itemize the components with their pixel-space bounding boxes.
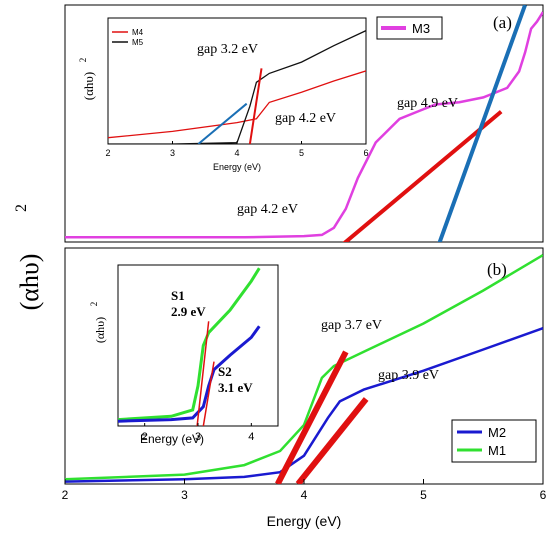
- panel-b-label: (b): [487, 260, 507, 279]
- inset-a-y-axis-label-sup: 2: [78, 58, 88, 63]
- legend-label-m1: M1: [488, 443, 506, 458]
- inset-a: 2 3 4 5 6 Energy (eV) (αhυ) 2 M4 M5 gap 3.2 …: [78, 17, 369, 172]
- series-line-m4: [108, 70, 366, 139]
- inset-b-fit-line-1: [196, 321, 210, 426]
- inset-a-tick-label-4: 4: [234, 148, 239, 158]
- panel-a-series: [65, 5, 543, 242]
- inset-a-series: [108, 30, 366, 144]
- inset-a-fit-line-2: [197, 102, 248, 144]
- inset-b-annotation-s1-value: 2.9 eV: [171, 304, 206, 319]
- series-line-s2: [118, 325, 261, 423]
- panel-b-tick-label-2: 2: [62, 488, 69, 502]
- inset-a-annotation-2: gap 4.2 eV: [275, 111, 336, 126]
- annotation-gap-b-2: gap 3.9 eV: [378, 368, 439, 383]
- panel-a-fit-line-2: [437, 5, 527, 242]
- panel-b-legend: M2 M1: [451, 419, 537, 463]
- inset-a-x-axis-label: Energy (eV): [213, 162, 261, 172]
- inset-a-tick-label-2: 2: [105, 148, 110, 158]
- panel-a-fit-line-1: [342, 110, 503, 242]
- panel-a-frame: [64, 4, 544, 243]
- inset-a-tick-label-3: 3: [170, 148, 175, 158]
- legend-label-m2: M2: [488, 425, 506, 440]
- inset-a-fit-line-1: [248, 68, 263, 144]
- inset-b-fit-line-2: [202, 361, 215, 426]
- inset-b-series: [118, 267, 261, 426]
- inset-b: 2 3 4 Energy (eV) (αhυ) 2 S1 2.9 eV S2 3.1…: [89, 264, 279, 446]
- inset-b-y-axis-label-sup: 2: [89, 302, 99, 307]
- series-line-m3: [65, 11, 543, 239]
- inset-b-ticks: 2 3 4: [142, 423, 254, 443]
- inset-b-tick-label-2: 2: [142, 431, 148, 443]
- panel-a-legend: M3: [376, 16, 443, 40]
- inset-b-x-axis-label: Energy (eV): [140, 432, 204, 446]
- series-line-s1: [118, 267, 261, 422]
- x-axis-label: Energy (eV): [267, 513, 342, 529]
- panel-b-tick-label-6: 6: [540, 488, 547, 502]
- inset-a-legend: M4 M5: [112, 28, 144, 47]
- inset-b-annotation-s2-value: 3.1 eV: [218, 380, 253, 395]
- annotation-gap-b-1: gap 3.7 eV: [321, 318, 382, 333]
- panel-b-tick-label-5: 5: [420, 488, 427, 502]
- panel-b-tick-label-3: 3: [181, 488, 188, 502]
- annotation-gap-a-1: gap 4.2 eV: [237, 202, 298, 217]
- inset-b-tick-label-3: 3: [195, 431, 201, 443]
- panel-b-x-ticks: 2 3 4 5 6: [62, 479, 547, 502]
- panel-b-fit-line-1: [275, 350, 349, 484]
- inset-b-frame: [117, 264, 279, 427]
- inset-a-ticks: 2 3 4 5 6: [105, 141, 369, 158]
- series-line-m2: [65, 327, 543, 483]
- panel-b-tick-label-4: 4: [301, 488, 308, 502]
- series-line-m5: [108, 30, 366, 144]
- inset-b-annotation-s1-title: S1: [171, 288, 185, 303]
- series-line-m1: [65, 254, 543, 481]
- inset-b-y-axis-label: (αhυ): [93, 317, 107, 343]
- inset-legend-label-m5: M5: [132, 38, 144, 47]
- inset-a-tick-label-6: 6: [363, 148, 368, 158]
- inset-a-annotation-1: gap 3.2 eV: [197, 42, 258, 57]
- panel-a-label: (a): [493, 13, 512, 32]
- legend-label-m3: M3: [412, 21, 430, 36]
- inset-a-tick-label-5: 5: [299, 148, 304, 158]
- inset-b-tick-label-4: 4: [248, 431, 254, 443]
- legend-box: [376, 16, 443, 40]
- panel-b-series: [65, 254, 543, 484]
- inset-b-annotation-s2-title: S2: [218, 364, 232, 379]
- legend-box-b: [451, 419, 537, 463]
- y-axis-label-superscript: 2: [13, 204, 30, 212]
- annotation-gap-a-2: gap 4.9 eV: [397, 96, 458, 111]
- inset-legend-label-m4: M4: [132, 28, 144, 37]
- inset-a-y-axis-label: (αhυ): [81, 72, 96, 100]
- global-y-axis-label: (αhυ) 2: [13, 204, 44, 310]
- y-axis-label: (αhυ): [15, 254, 44, 311]
- panel-b-fit-line-2: [295, 397, 369, 484]
